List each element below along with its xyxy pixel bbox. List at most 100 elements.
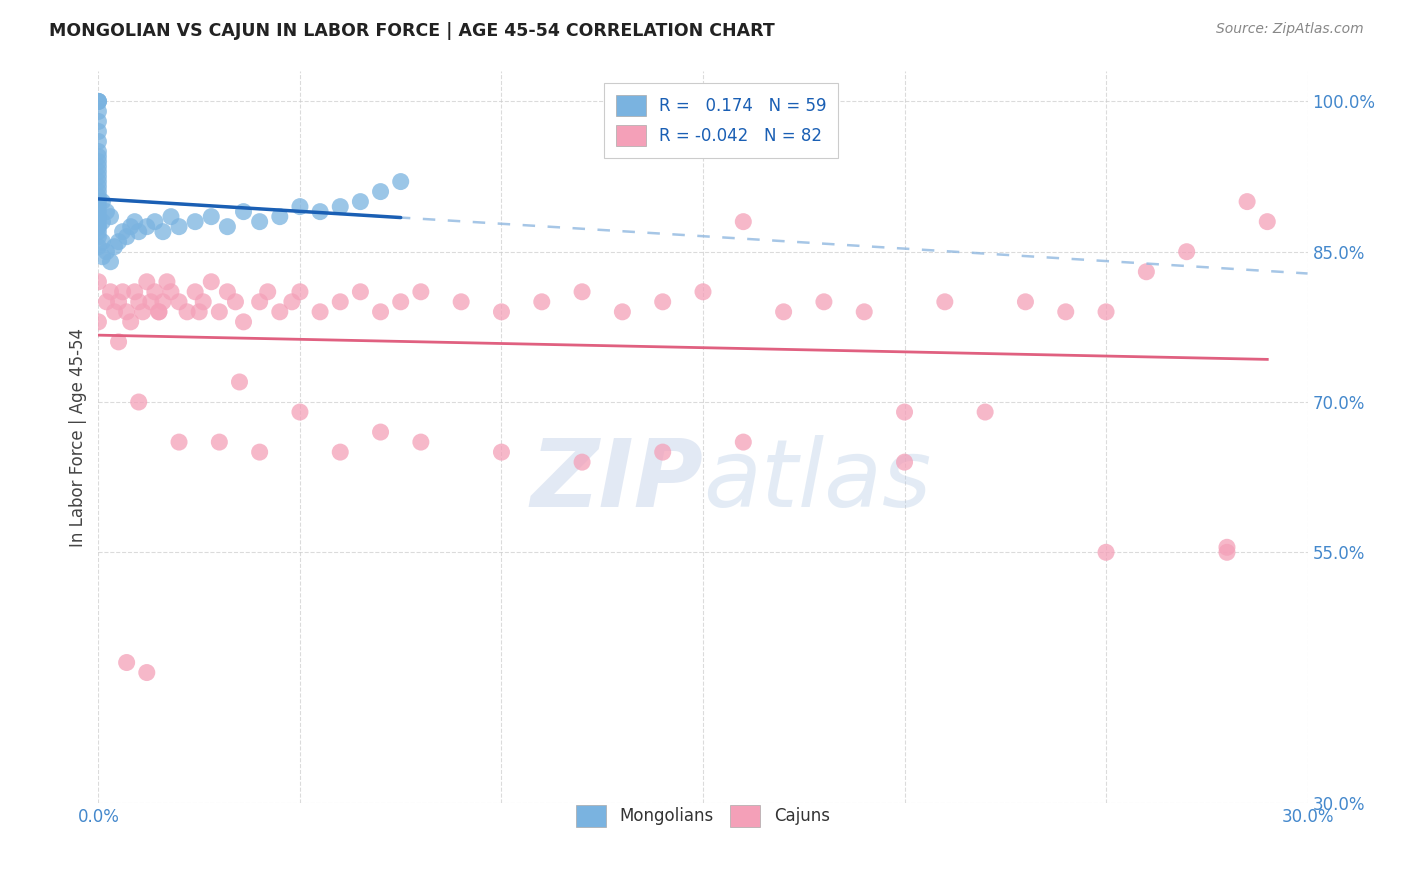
Point [349,285,371,299]
Point [1095,305,1118,319]
Point [115,305,138,319]
Point [135,219,157,234]
Point [184,285,207,299]
Point [135,275,157,289]
Point [120,315,142,329]
Point [87,229,110,244]
Point [224,294,246,309]
Point [128,225,150,239]
Text: ZIP: ZIP [530,435,703,527]
Point [100,254,122,268]
Point [107,294,129,309]
Point [370,305,392,319]
Point [87,149,110,163]
Point [733,435,755,450]
Point [148,305,170,319]
Point [232,204,254,219]
Point [228,375,250,389]
Point [87,95,110,109]
Point [87,95,110,109]
Point [87,114,110,128]
Point [1054,305,1077,319]
Point [115,229,138,244]
Point [87,194,110,209]
Text: atlas: atlas [703,435,931,526]
Point [111,285,134,299]
Point [288,200,311,214]
Point [167,219,190,234]
Point [200,210,222,224]
Point [1135,265,1157,279]
Point [152,225,174,239]
Point [200,275,222,289]
Point [692,285,714,299]
Point [167,435,190,450]
Point [103,240,125,254]
Point [208,435,231,450]
Point [329,200,352,214]
Point [120,219,142,234]
Point [491,445,513,459]
Point [193,294,215,309]
Point [87,135,110,149]
Point [143,214,166,228]
Point [1095,545,1118,559]
Text: Source: ZipAtlas.com: Source: ZipAtlas.com [1216,22,1364,37]
Point [87,240,110,254]
Point [87,200,110,214]
Point [87,204,110,219]
Point [91,250,114,264]
Point [853,305,876,319]
Point [176,305,198,319]
Point [91,214,114,228]
Point [1175,244,1198,259]
Point [87,145,110,159]
Point [100,210,122,224]
Point [329,294,352,309]
Point [87,169,110,184]
Point [1014,294,1036,309]
Point [772,305,794,319]
Point [249,445,271,459]
Point [309,204,332,219]
Point [87,164,110,178]
Point [1216,545,1239,559]
Point [167,294,190,309]
Point [389,294,412,309]
Point [91,235,114,249]
Point [813,294,835,309]
Point [160,210,183,224]
Point [208,305,231,319]
Point [571,455,593,469]
Point [249,294,271,309]
Point [143,285,166,299]
Point [217,219,239,234]
Point [409,435,432,450]
Point [87,225,110,239]
Point [349,194,371,209]
Point [87,175,110,189]
Point [87,275,110,289]
Point [232,315,254,329]
Point [188,305,211,319]
Point [87,104,110,119]
Point [733,214,755,228]
Point [103,305,125,319]
Point [409,285,432,299]
Point [370,425,392,439]
Point [87,95,110,109]
Point [135,665,157,680]
Point [87,185,110,199]
Point [128,294,150,309]
Point [370,185,392,199]
Point [530,294,553,309]
Point [87,160,110,174]
Point [269,210,291,224]
Point [269,305,291,319]
Point [934,294,956,309]
Point [893,405,915,419]
Point [139,294,162,309]
Point [184,214,207,228]
Point [124,285,146,299]
Point [651,294,673,309]
